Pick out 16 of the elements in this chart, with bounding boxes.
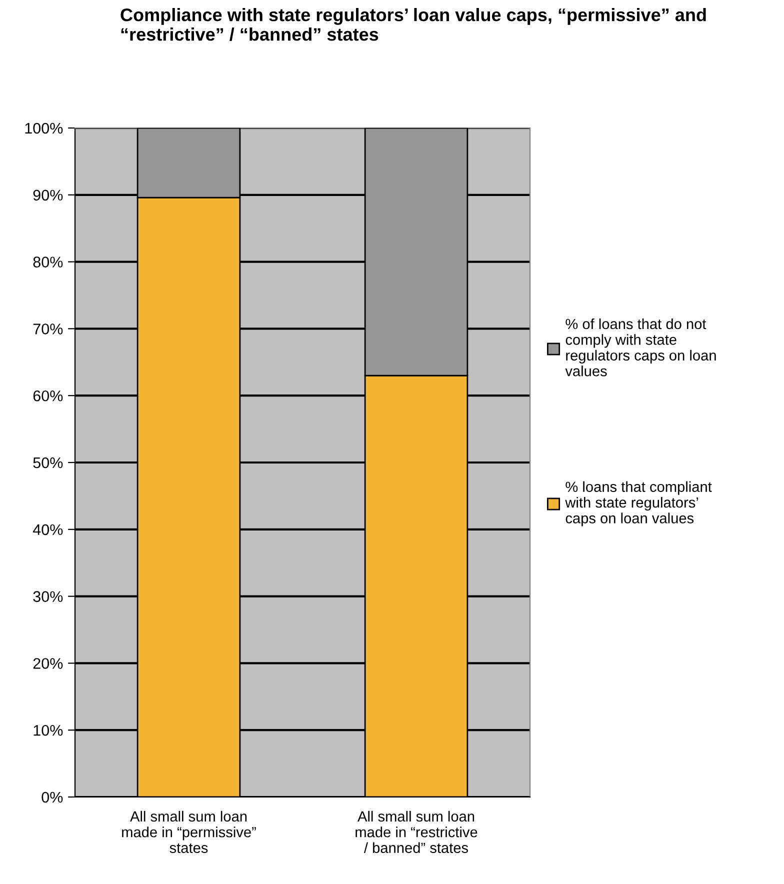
y-tick-label: 20% xyxy=(33,658,63,669)
y-tick-label: 40% xyxy=(32,524,63,536)
x-tick-label: All small sum loan made in “restrictive / banned” states xyxy=(356,810,478,854)
y-tick-label: 60% xyxy=(33,390,63,402)
legend-label: % loans that compliant with state regulators’ caps on loan values xyxy=(565,481,712,526)
y-tick-label: 0% xyxy=(42,792,63,803)
y-tick-label: 90% xyxy=(33,190,63,201)
y-tick-label: 10% xyxy=(34,724,63,736)
x-tick-label: All small sum loan made in “permissive” states xyxy=(122,810,256,854)
legend-label: % of loans that do not comply with state regulators caps on loan values xyxy=(565,318,716,376)
y-tick-label: 70% xyxy=(33,324,63,334)
chart-title: Compliance with state regulators’ loan value caps, “permissive” and “restrictive” / “banned” states xyxy=(120,8,706,41)
y-tick-label: 100% xyxy=(25,122,63,134)
y-tick-label: 30% xyxy=(33,591,63,602)
y-tick-label: 80% xyxy=(33,256,63,268)
y-tick-label: 50% xyxy=(33,457,63,468)
